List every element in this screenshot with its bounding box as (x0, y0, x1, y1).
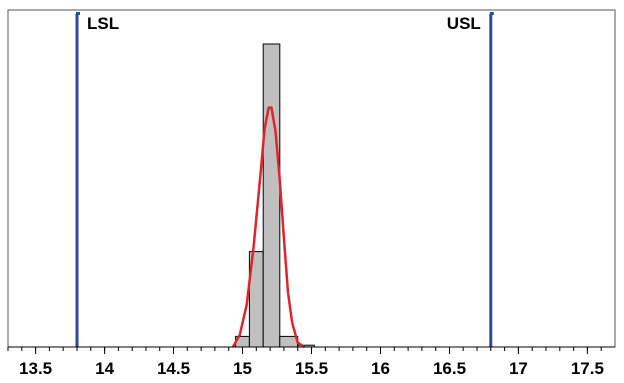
spec-limit-cap (489, 12, 494, 15)
x-tick-label: 14.5 (157, 359, 190, 378)
histogram-bar (279, 335, 299, 348)
x-tick-label: 16.5 (433, 359, 466, 378)
x-tick-label: 17 (509, 359, 528, 378)
spec-limit-label-usl: USL (447, 14, 481, 33)
spec-limit-cap (76, 12, 80, 15)
x-tick-label: 14 (95, 359, 114, 378)
x-tick-label: 15 (233, 359, 252, 378)
density-curve-layer (231, 106, 306, 349)
x-tick-label: 17.5 (571, 359, 604, 378)
x-axis: 13.5 14 14.5 15 15.5 16 16.5 17 17.5 (7, 346, 615, 378)
x-tick-label: 15.5 (295, 359, 328, 378)
spec-limits-layer: LSL USL (75, 12, 494, 347)
x-tick-label: 13.5 (19, 359, 52, 378)
histogram-bar (262, 43, 281, 348)
spec-limit-label-lsl: LSL (87, 14, 119, 33)
plot-frame (7, 9, 616, 348)
density-curve (231, 106, 306, 349)
x-tick-label: 16 (371, 359, 390, 378)
